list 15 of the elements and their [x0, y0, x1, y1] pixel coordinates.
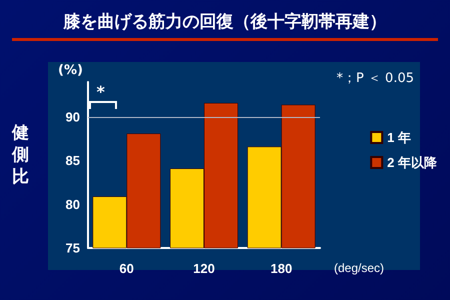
legend-label: 2 年以降 — [387, 155, 438, 170]
x-axis-title: (deg/sec) — [334, 261, 384, 275]
y-tick-label: 75 — [66, 240, 80, 256]
x-tick-label: 120 — [193, 261, 215, 276]
x-tick-label: 180 — [270, 261, 292, 276]
chart-title: 膝を曲げる筋力の回復（後十字靭帯再建） — [62, 11, 388, 33]
y-tick-label: 90 — [66, 109, 80, 124]
legend-label: 1 年 — [387, 130, 411, 145]
y-tick-label: 85 — [66, 153, 80, 168]
x-tick-label: 60 — [119, 261, 134, 276]
annotation: * — [96, 82, 106, 102]
text: (%) — [58, 63, 83, 78]
text: *；P ＜ 0.05 — [336, 71, 414, 86]
y-tick-label: 80 — [66, 196, 80, 212]
y-axis-title: 健側比 — [12, 122, 30, 188]
